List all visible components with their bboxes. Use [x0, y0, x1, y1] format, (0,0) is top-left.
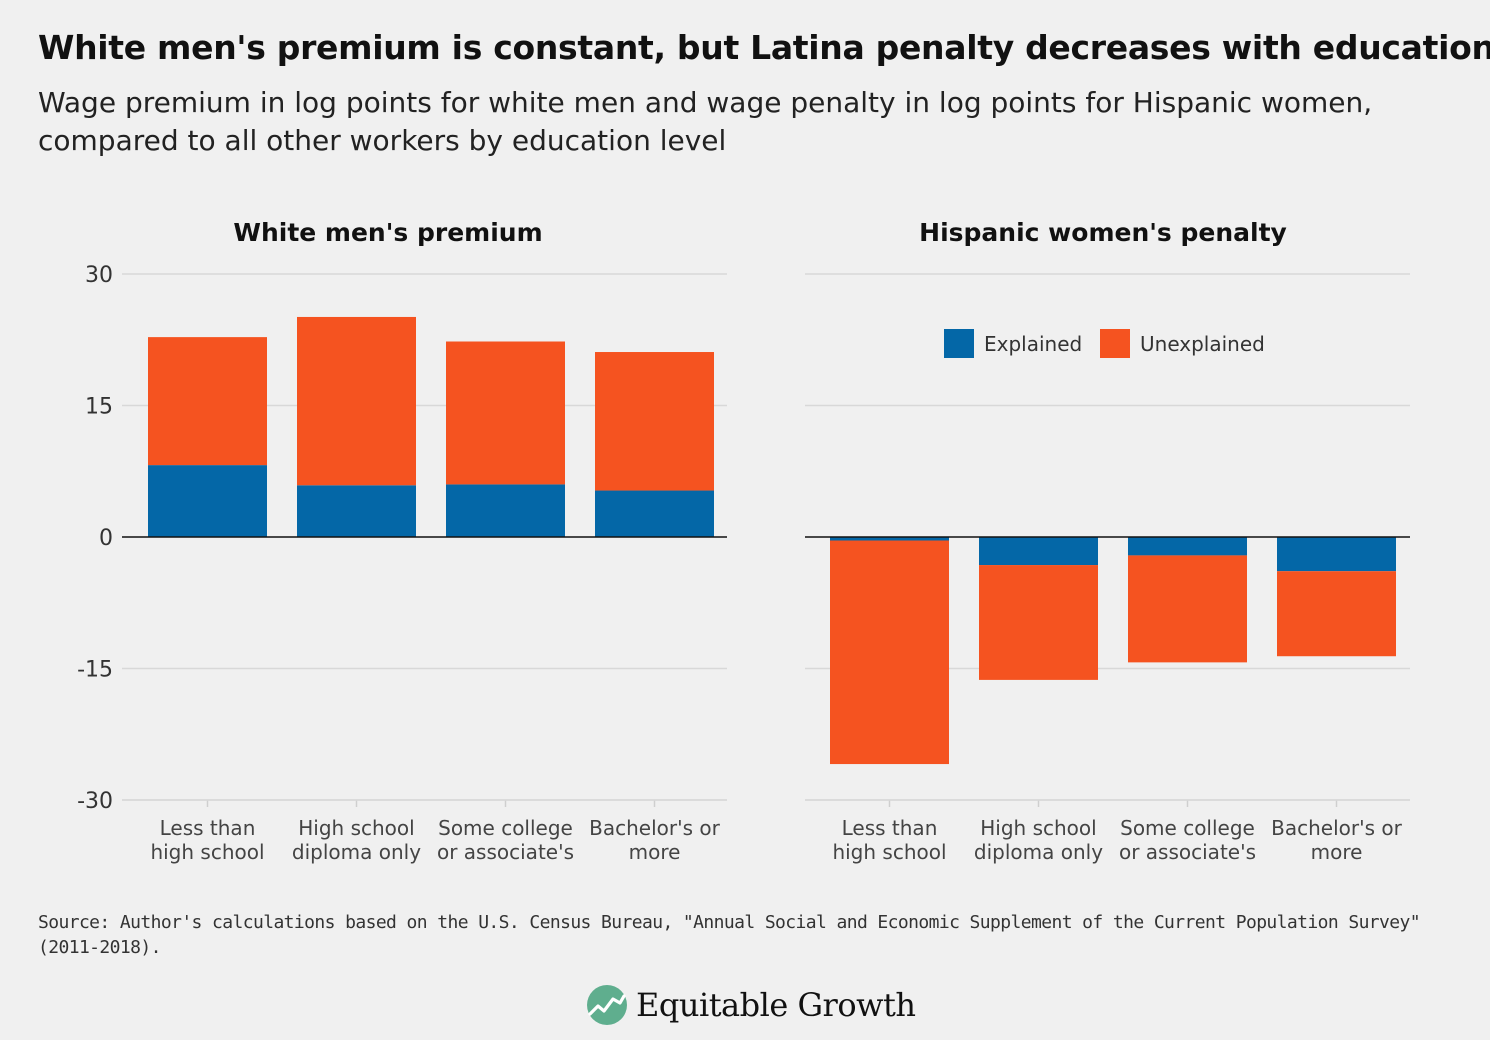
y-tick-label: 30	[85, 263, 113, 288]
category-label: Bachelor's or	[1271, 816, 1402, 840]
category-label: High school	[980, 816, 1096, 840]
bar-explained-2	[1128, 537, 1247, 556]
brand-logo: Equitable Growth	[586, 982, 916, 1028]
bar-unexplained-2	[446, 341, 565, 485]
category-label: or associate's	[437, 840, 574, 864]
panel-title: White men's premium	[233, 218, 542, 247]
y-tick-label: 0	[99, 526, 113, 551]
category-label: high school	[150, 840, 264, 864]
legend: Explained Unexplained	[944, 329, 1265, 358]
category-label: Less than	[160, 816, 256, 840]
bar-unexplained-1	[979, 565, 1098, 680]
bar-unexplained-1	[297, 316, 416, 486]
y-tick-label: -30	[77, 789, 113, 814]
category-label: High school	[298, 816, 414, 840]
bar-explained-0	[148, 465, 267, 537]
bar-unexplained-2	[1128, 555, 1247, 663]
logo-text: Equitable Growth	[636, 986, 916, 1024]
chart-subtitle: Wage premium in log points for white men…	[38, 86, 1373, 157]
category-label: more	[629, 840, 681, 864]
bar-explained-1	[297, 485, 416, 537]
category-label: diploma only	[974, 840, 1103, 864]
chart-title: White men's premium is constant, but Lat…	[38, 28, 1490, 67]
category-label: Less than	[842, 816, 938, 840]
bar-unexplained-0	[148, 337, 267, 466]
category-label: more	[1311, 840, 1363, 864]
source-note: Source: Author's calculations based on t…	[38, 912, 1421, 958]
bar-unexplained-3	[595, 352, 714, 491]
legend-swatch-unexplained	[1100, 329, 1130, 358]
category-label: high school	[832, 840, 946, 864]
bar-explained-0	[830, 537, 949, 541]
bar-unexplained-0	[830, 540, 949, 765]
panel-title: Hispanic women's penalty	[919, 218, 1287, 247]
bar-explained-1	[979, 537, 1098, 566]
bar-unexplained-3	[1277, 571, 1396, 657]
legend-label-unexplained: Unexplained	[1140, 332, 1265, 356]
category-label: Some college	[438, 816, 573, 840]
panel-white-men: White men's premium 30 15 0 -15 -30 Less thanh…	[77, 218, 727, 864]
legend-label-explained: Explained	[984, 332, 1082, 356]
bar-explained-3	[1277, 537, 1396, 572]
category-label: diploma only	[292, 840, 421, 864]
category-label: Bachelor's or	[589, 816, 720, 840]
rising-chart-leaf-icon	[587, 985, 627, 1025]
category-label: or associate's	[1119, 840, 1256, 864]
bar-explained-3	[595, 490, 714, 537]
legend-swatch-explained	[944, 329, 974, 358]
y-tick-label: -15	[77, 658, 113, 683]
bar-explained-2	[446, 484, 565, 537]
y-tick-label: 15	[85, 395, 113, 420]
category-label: Some college	[1120, 816, 1255, 840]
